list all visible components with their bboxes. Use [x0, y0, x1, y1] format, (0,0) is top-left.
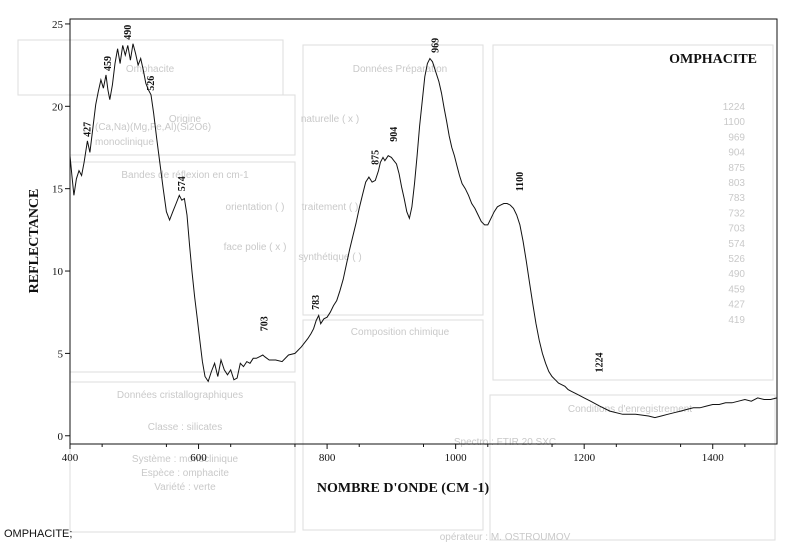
x-tick-label-400: 400	[62, 452, 79, 464]
ghost-band-9: 574	[728, 239, 745, 250]
x-tick-label-600: 600	[190, 452, 207, 464]
ghost-box-6	[492, 44, 774, 381]
ghost-band-14: 419	[728, 315, 745, 326]
ghost-band-0: 1224	[723, 102, 746, 113]
ghost-line-9: Espèce : omphacite	[141, 468, 229, 479]
y-tick-label-15: 15	[52, 184, 64, 196]
peak-label-783: 783	[311, 295, 322, 310]
ghost-line-0: (Ca,Na)(Mg,Fe,Al)(Si2O6)	[95, 122, 211, 133]
ghost-line-11: Spectro : FTIR 20 SXC	[454, 437, 556, 448]
ghost-line-4: traitement ( )	[302, 202, 359, 213]
ghost-band-4: 875	[728, 163, 745, 174]
spectrum-line-0	[69, 43, 778, 419]
ghost-band-5: 803	[728, 178, 745, 189]
ghost-box-2	[69, 161, 296, 373]
peak-label-427: 427	[82, 122, 93, 137]
ghost-band-8: 703	[728, 224, 745, 235]
ghost-band-13: 427	[728, 300, 745, 311]
peak-label-574: 574	[177, 176, 188, 191]
y-tick-label-0: 0	[58, 431, 64, 443]
peak-label-969: 969	[431, 38, 442, 53]
ghost-header-2: Bandes de réflexion en cm-1	[121, 170, 249, 181]
x-tick-label-1200: 1200	[573, 452, 596, 464]
ghost-header-0: Omphacite	[126, 64, 175, 75]
ghost-line-7: Classe : silicates	[148, 422, 222, 433]
peak-label-490: 490	[123, 25, 134, 40]
peak-label-875: 875	[370, 150, 381, 165]
ghost-line-5: face polie ( x )	[224, 242, 287, 253]
peak-label-1224: 1224	[595, 353, 606, 373]
ghost-box-4	[302, 44, 484, 316]
ghost-header-4: Composition chimique	[351, 327, 450, 338]
ghost-band-1: 1100	[723, 117, 745, 128]
ghost-band-2: 969	[728, 132, 745, 143]
y-tick-label-5: 5	[58, 348, 64, 360]
ghost-line-1: monoclinique	[95, 137, 154, 148]
ghost-header-6: Conditions d'enregistrement	[568, 404, 692, 415]
peak-label-904: 904	[389, 127, 400, 142]
ghost-line-12: opérateur : M. OSTROUMOV	[440, 532, 571, 543]
ghost-line-10: Variété : verte	[154, 482, 216, 493]
ghost-line-3: synthétique ( )	[298, 252, 361, 263]
ghost-header-3: Données Préparation	[353, 64, 448, 75]
ghost-line-8: Système : monoclinique	[132, 454, 239, 465]
ghost-band-11: 490	[728, 269, 745, 280]
y-tick-label-25: 25	[52, 19, 64, 31]
peak-label-459: 459	[103, 56, 114, 71]
axes-group: 400 600 800 1000 1200 1400 0 5 10 15 20 25	[52, 18, 778, 464]
y-axis-title: REFLECTANCE	[27, 189, 42, 294]
peak-labels-group: 427 459 490 526 574 703 783 875 904 969 1100 1224	[82, 25, 605, 373]
ghost-band-6: 783	[728, 193, 745, 204]
ghost-line-6: orientation ( )	[226, 202, 285, 213]
x-axis-title: NOMBRE D'ONDE (CM -1)	[317, 481, 490, 496]
ghost-line-2: naturelle ( x )	[301, 114, 359, 125]
y-tick-label-10: 10	[52, 266, 64, 278]
ghost-band-12: 459	[728, 284, 745, 295]
figure-caption: OMPHACITE;	[4, 528, 73, 540]
x-tick-label-1400: 1400	[702, 452, 725, 464]
ghost-box-5	[302, 319, 484, 531]
faded-background-sheet: Omphacite Origine Bandes de réflexion en c…	[17, 39, 776, 543]
ghost-box-7	[489, 394, 776, 541]
ghost-band-10: 526	[728, 254, 745, 265]
ghost-band-3: 904	[728, 148, 745, 159]
ghost-header-5: Données cristallographiques	[117, 390, 243, 401]
ghost-header-1: Origine	[169, 114, 202, 125]
chart-title: OMPHACITE	[669, 52, 757, 67]
y-tick-label-20: 20	[52, 101, 64, 113]
ghost-box-3	[69, 381, 296, 533]
peak-label-703: 703	[260, 316, 271, 331]
peak-label-1100: 1100	[515, 172, 526, 191]
x-tick-label-1000: 1000	[445, 452, 468, 464]
plot-area	[69, 43, 778, 419]
ghost-band-7: 732	[728, 208, 745, 219]
x-tick-label-800: 800	[319, 452, 336, 464]
peak-label-526: 526	[146, 76, 157, 91]
